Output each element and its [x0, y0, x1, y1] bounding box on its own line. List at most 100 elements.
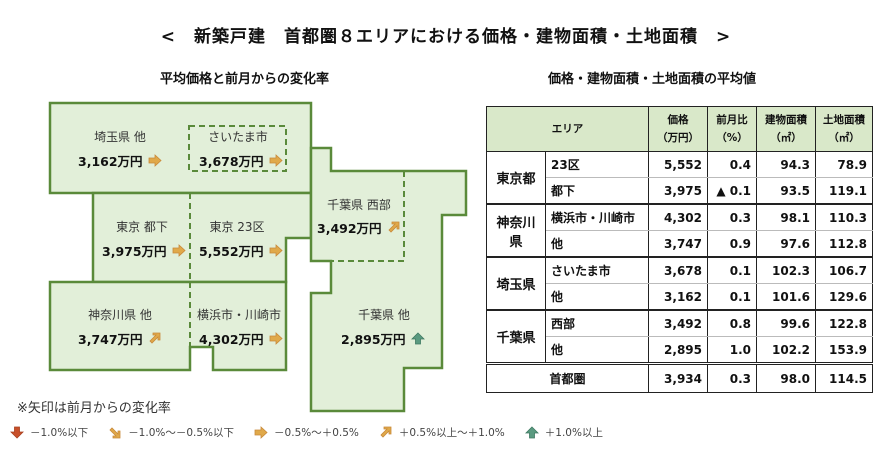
sub-area-cell: 他: [545, 283, 649, 311]
sub-area-cell: 西部: [545, 309, 649, 337]
arrow-right-icon: [269, 244, 283, 257]
area-price-chiba-other: 2,895万円: [341, 329, 425, 348]
mom-cell: 0.1: [707, 256, 757, 284]
mom-cell: 0.9: [707, 230, 757, 258]
table-row: 埼玉県 さいたま市 3,678 0.1 102.3 106.7: [486, 256, 873, 311]
sub-area-cell: 横浜市・川崎市: [545, 203, 649, 231]
summary-table: エリア 価格 （万円） 前月比 （%） 建物面積 （㎡） 土地面積 （㎡） 東京都 23…: [486, 106, 873, 393]
land-cell: 78.9: [815, 151, 873, 178]
price-cell: 3,934: [648, 362, 708, 393]
sub-area-cell: 都下: [545, 177, 649, 205]
map-subtitle: 平均価格と前月からの変化率: [160, 72, 330, 87]
header-price: 価格 （万円）: [648, 106, 708, 152]
area-label-chiba-west: 千葉県 西部: [327, 198, 391, 212]
land-cell: 106.7: [815, 256, 873, 284]
arrow-down-right-icon: [109, 427, 121, 439]
arrow-note: ※矢印は前月からの変化率: [17, 401, 171, 416]
arrow-down-icon: [10, 426, 24, 439]
area-label-tokyo-23ku: 東京 23区: [209, 220, 265, 234]
price-cell: 4,302: [648, 203, 708, 231]
land-cell: 122.8: [815, 309, 873, 337]
legend: －1.0%以下 －1.0%～－0.5%以下 －0.5%～＋0.5% ＋0.5%以…: [10, 425, 623, 440]
area-label-chiba-other: 千葉県 他: [358, 308, 410, 322]
mom-cell: 0.3: [707, 362, 757, 393]
pref-cell: 千葉県: [486, 309, 546, 364]
table-row: 他 3,162 0.1 101.6 129.6: [487, 283, 873, 311]
building-cell: 98.0: [756, 362, 816, 393]
page-title: < 新築戸建 首都圏８エリアにおける価格・建物面積・土地面積 >: [160, 27, 732, 47]
header-building: 建物面積 （㎡）: [756, 106, 816, 152]
sub-area-cell: 他: [545, 336, 649, 364]
arrow-up-icon: [410, 332, 425, 345]
land-cell: 119.1: [815, 177, 873, 205]
map-region-tokyo: [91, 191, 313, 284]
header-land: 土地面積 （㎡）: [815, 106, 873, 152]
mom-cell: 0.1: [707, 283, 757, 311]
table-total-row: 首都圏 3,934 0.3 98.0 114.5: [486, 362, 873, 393]
map-subregion-saitama-city: [188, 125, 287, 172]
pref-cell: 東京都: [486, 151, 546, 205]
building-cell: 101.6: [756, 283, 816, 311]
map-subregion-chiba-west: [331, 171, 405, 262]
area-price-yokohama-kawasaki: 4,302万円: [199, 329, 283, 348]
price-cell: 3,975: [648, 177, 708, 205]
area-price-tokyo-tokashita: 3,975万円: [102, 241, 186, 260]
building-cell: 93.5: [756, 177, 816, 205]
table-row: 神奈川県 横浜市・川崎市 4,302 0.3 98.1 110.3: [486, 203, 873, 258]
legend-item: －1.0%～－0.5%以下: [108, 425, 234, 440]
sub-area-cell: 23区: [545, 151, 649, 178]
sub-area-cell: 他: [545, 230, 649, 258]
area-price-saitama-other: 3,162万円: [78, 151, 162, 170]
area-price-chiba-west: 3,492万円: [317, 218, 401, 237]
land-cell: 110.3: [815, 203, 873, 231]
arrow-right-icon: [148, 154, 162, 167]
area-price-saitama-city: 3,678万円: [199, 151, 283, 170]
price-cell: 3,162: [648, 283, 708, 311]
mom-cell: ▲ 0.1: [707, 177, 757, 205]
land-cell: 153.9: [815, 336, 873, 364]
area-label-yokohama-kawasaki: 横浜市・川崎市: [196, 308, 281, 322]
price-cell: 3,747: [648, 230, 708, 258]
building-cell: 94.3: [756, 151, 816, 178]
pref-cell: 神奈川県: [486, 203, 546, 258]
area-label-saitama-other: 埼玉県 他: [94, 130, 146, 144]
table-row: 他 3,747 0.9 97.6 112.8: [487, 230, 873, 258]
header-area: エリア: [486, 106, 649, 152]
building-cell: 102.2: [756, 336, 816, 364]
table-header-row: エリア 価格 （万円） 前月比 （%） 建物面積 （㎡） 土地面積 （㎡）: [486, 106, 873, 152]
mom-cell: 0.3: [707, 203, 757, 231]
arrow-right-icon: [254, 426, 268, 439]
arrow-up-icon: [524, 426, 539, 439]
building-cell: 97.6: [756, 230, 816, 258]
area-price-kanagawa-other: 3,747万円: [78, 329, 162, 348]
header-mom: 前月比 （%）: [707, 106, 757, 152]
price-cell: 2,895: [648, 336, 708, 364]
total-label-cell: 首都圏: [486, 362, 649, 393]
arrow-right-icon: [269, 332, 283, 345]
mom-cell: 0.4: [707, 151, 757, 178]
sub-area-cell: さいたま市: [545, 256, 649, 284]
area-label-tokyo-tokashita: 東京 都下: [116, 220, 168, 234]
legend-item: －0.5%～＋0.5%: [254, 425, 359, 440]
area-price-tokyo-23ku: 5,552万円: [199, 241, 283, 260]
table-row: 東京都 23区 5,552 0.4 94.3 78.9: [486, 151, 873, 205]
arrow-up-right-icon: [387, 221, 399, 233]
map-region-kanagawa: [48, 280, 288, 372]
map-region-chiba: [309, 146, 468, 413]
pref-cell: 埼玉県: [486, 256, 546, 311]
building-cell: 102.3: [756, 256, 816, 284]
arrow-up-right-icon: [380, 426, 392, 438]
building-cell: 99.6: [756, 309, 816, 337]
legend-item: －1.0%以下: [10, 425, 88, 440]
arrow-right-icon: [269, 154, 283, 167]
area-label-saitama-city: さいたま市: [208, 130, 268, 144]
mom-cell: 1.0: [707, 336, 757, 364]
table-row: 千葉県 西部 3,492 0.8 99.6 122.8: [486, 309, 873, 364]
arrow-up-right-icon: [148, 332, 160, 344]
arrow-right-icon: [172, 244, 186, 257]
land-cell: 112.8: [815, 230, 873, 258]
land-cell: 114.5: [815, 362, 873, 393]
price-cell: 5,552: [648, 151, 708, 178]
mom-cell: 0.8: [707, 309, 757, 337]
